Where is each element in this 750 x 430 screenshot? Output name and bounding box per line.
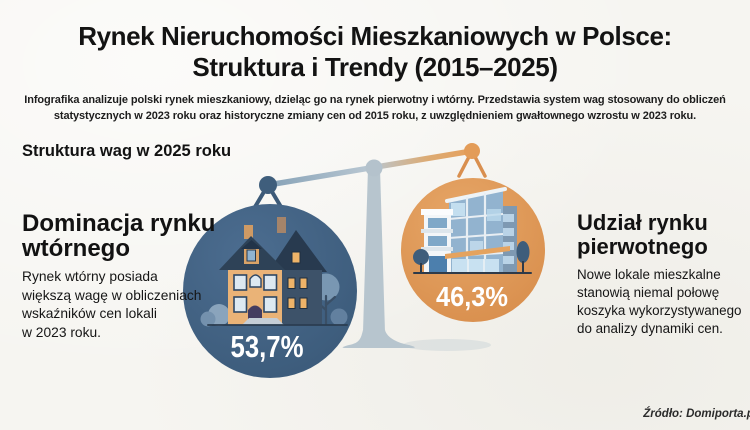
stand-base: [342, 330, 415, 348]
scale-stand: [342, 168, 491, 351]
apartment-building-illustration: [413, 187, 532, 274]
secondary-market-description: Rynek wtórny posiada większą wagę w obli…: [22, 269, 202, 340]
title-line-1: Rynek Nieruchomości Mieszkaniowych w Pol…: [78, 21, 672, 51]
section-heading: Struktura wag w 2025 roku: [22, 142, 232, 160]
scale-pivot: [365, 159, 383, 177]
secondary-market-heading: Dominacja rynku wtórnego: [22, 210, 216, 262]
right-pan-hanger: [457, 143, 487, 178]
secondary-market-percentage: 53,7%: [231, 329, 304, 364]
stand-shadow: [403, 339, 491, 351]
primary-market-panel: Udział rynku pierwotnego Nowe lokale mie…: [577, 211, 742, 338]
primary-market-heading: Udział rynku pierwotnego: [577, 210, 708, 259]
secondary-market-circle: 53,7%: [183, 204, 357, 378]
stand-column: [363, 168, 385, 332]
primary-market-percentage: 46,3%: [436, 281, 508, 312]
scale-beam: [265, 148, 475, 188]
intro-paragraph: Infografika analizuje polski rynek miesz…: [0, 92, 750, 124]
intro-line-1: Infografika analizuje polski rynek miesz…: [24, 94, 726, 106]
intro-line-2: statystycznych w 2023 roku oraz historyc…: [53, 110, 697, 122]
house-illustration: [200, 217, 348, 327]
page-title: Rynek Nieruchomości Mieszkaniowych w Pol…: [0, 21, 750, 83]
secondary-market-panel: Dominacja rynku wtórnego Rynek wtórny po…: [22, 211, 227, 342]
title-line-2: Struktura i Trendy (2015–2025): [192, 52, 558, 82]
primary-market-description: Nowe lokale mieszkalne stanowią niemal p…: [577, 267, 742, 336]
primary-market-circle: 46,3%: [401, 178, 545, 322]
source-credit: Źródło: Domiporta.pl: [643, 408, 750, 420]
